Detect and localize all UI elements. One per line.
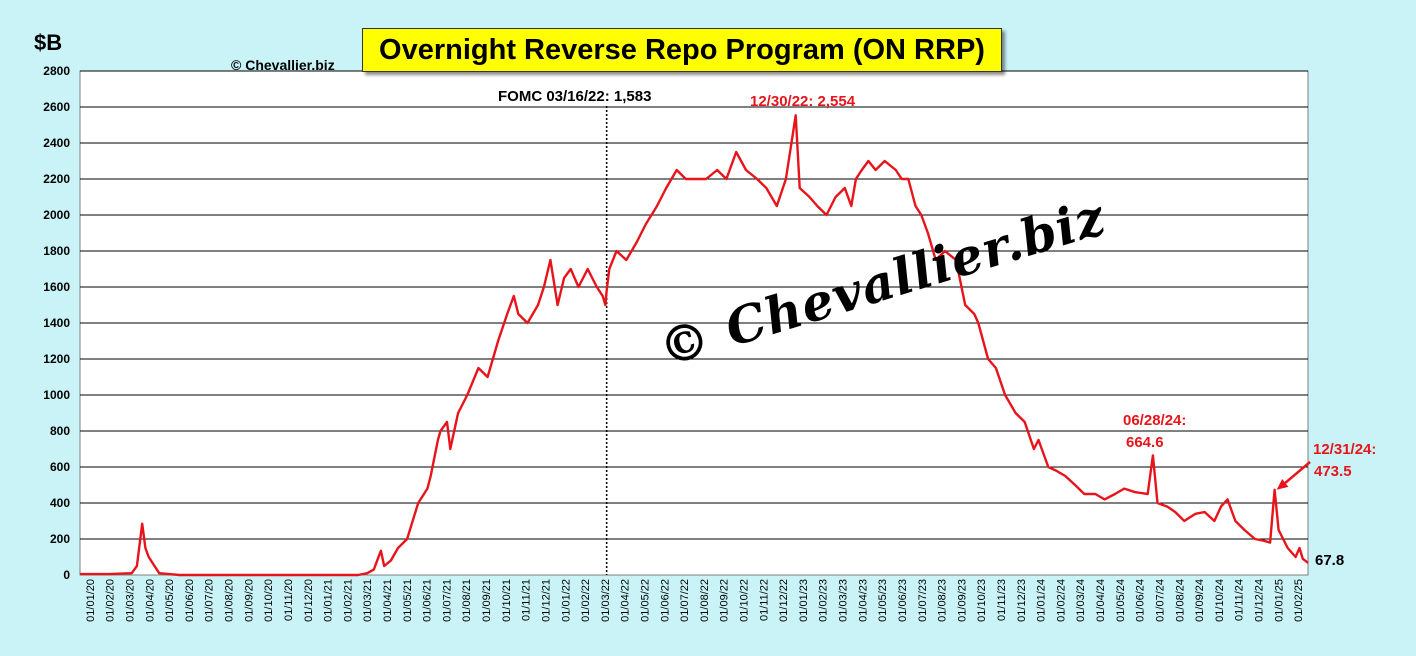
annotation-last-value: 67.8 (1315, 552, 1345, 569)
x-tick-label: 01/12/20 (303, 579, 315, 622)
x-tick-label: 01/04/22 (620, 579, 632, 622)
y-tick-label: 2200 (43, 172, 70, 186)
x-tick-label: 01/08/20 (224, 579, 236, 622)
x-tick-label: 01/09/20 (243, 579, 255, 622)
series-line-on-rrp (80, 114, 1309, 577)
y-tick-label: 2800 (43, 64, 70, 78)
x-tick-label: 01/05/20 (164, 579, 176, 622)
x-tick-label: 01/11/22 (758, 579, 770, 621)
x-tick-label: 01/07/24 (1154, 579, 1166, 622)
x-tick-label: 01/11/20 (283, 579, 295, 621)
x-tick-label: 01/06/24 (1135, 579, 1147, 622)
x-tick-label: 01/12/21 (540, 579, 552, 622)
x-tick-label: 01/02/20 (105, 579, 117, 622)
x-tick-label: 01/10/23 (976, 579, 988, 622)
annotation-dec24-date: 12/31/24: (1313, 441, 1377, 458)
x-tick-label: 01/03/20 (125, 579, 137, 622)
x-tick-label: 01/08/22 (699, 579, 711, 622)
x-tick-label: 01/03/24 (1075, 579, 1087, 622)
x-tick-label: 01/09/23 (956, 579, 968, 622)
y-axis-ticks: 0 200 400 600 800 1000 1200 1400 1600 1800 2000 220… (43, 64, 70, 582)
y-tick-label: 600 (50, 460, 70, 474)
x-tick-label: 01/06/20 (184, 579, 196, 622)
x-tick-label: 01/01/24 (1036, 579, 1048, 622)
y-tick-label: 0 (63, 568, 70, 582)
y-tick-label: 2000 (43, 208, 70, 222)
x-tick-label: 01/06/23 (897, 579, 909, 622)
chart-title: Overnight Reverse Repo Program (ON RRP) (362, 28, 1002, 72)
x-tick-label: 01/04/23 (857, 579, 869, 622)
annotation-peak: 12/30/22: 2,554 (750, 93, 856, 110)
x-tick-label: 01/10/22 (739, 579, 751, 622)
x-tick-label: 01/05/22 (639, 579, 651, 622)
y-tick-label: 200 (50, 532, 70, 546)
x-tick-label: 01/02/25 (1293, 579, 1305, 622)
x-tick-label: 01/01/25 (1273, 579, 1285, 622)
y-tick-label: 1000 (43, 388, 70, 402)
annotation-jun24-value: 664.6 (1126, 434, 1164, 451)
x-tick-label: 01/01/21 (323, 579, 335, 622)
x-tick-label: 01/09/22 (719, 579, 731, 622)
x-tick-label: 01/08/21 (461, 579, 473, 622)
y-tick-label: 400 (50, 496, 70, 510)
x-tick-label: 01/12/23 (1016, 579, 1028, 622)
x-tick-label: 01/09/21 (481, 579, 493, 622)
y-tick-label: 800 (50, 424, 70, 438)
x-tick-label: 01/05/24 (1115, 579, 1127, 622)
x-tick-label: 01/01/20 (85, 579, 97, 622)
x-tick-label: 01/02/21 (342, 579, 354, 622)
x-tick-label: 01/04/21 (382, 579, 394, 622)
x-tick-label: 01/11/23 (996, 579, 1008, 621)
x-tick-label: 01/05/21 (402, 579, 414, 622)
x-tick-label: 01/04/20 (144, 579, 156, 622)
arrow-dec24 (1279, 461, 1311, 488)
y-tick-label: 1200 (43, 352, 70, 366)
x-tick-label: 01/07/21 (441, 579, 453, 622)
y-tick-label: 2600 (43, 100, 70, 114)
annotation-fomc: FOMC 03/16/22: 1,583 (498, 88, 652, 105)
x-tick-label: 01/11/21 (521, 579, 533, 621)
x-tick-label: 01/12/22 (778, 579, 790, 622)
x-tick-label: 01/06/22 (659, 579, 671, 622)
x-tick-label: 01/07/22 (679, 579, 691, 622)
y-tick-label: 2400 (43, 136, 70, 150)
annotation-dec24-value: 473.5 (1314, 463, 1352, 480)
x-tick-label: 01/01/23 (798, 579, 810, 622)
x-tick-label: 01/03/22 (600, 579, 612, 622)
x-axis-ticks: 01/01/20 01/02/20 01/03/20 01/04/20 01/05/20… (85, 579, 1305, 622)
x-tick-label: 01/10/21 (501, 579, 513, 622)
x-tick-label: 01/11/24 (1234, 579, 1246, 621)
x-tick-label: 01/01/22 (560, 579, 572, 622)
x-tick-label: 01/03/23 (838, 579, 850, 622)
x-tick-label: 01/05/23 (877, 579, 889, 622)
chart-title-text: Overnight Reverse Repo Program (ON RRP) (379, 33, 985, 66)
x-tick-label: 01/02/22 (580, 579, 592, 622)
x-tick-label: 01/08/24 (1174, 579, 1186, 622)
x-tick-label: 01/09/24 (1194, 579, 1206, 622)
y-tick-label: 1400 (43, 316, 70, 330)
y-tick-label: 1800 (43, 244, 70, 258)
x-tick-label: 01/02/23 (818, 579, 830, 622)
y-axis-label: $B (34, 30, 63, 55)
x-tick-label: 01/06/21 (422, 579, 434, 622)
x-tick-label: 01/10/24 (1214, 579, 1226, 622)
annotation-jun24-date: 06/28/24: (1123, 412, 1187, 429)
x-tick-label: 01/07/20 (204, 579, 216, 622)
x-tick-label: 01/04/24 (1095, 579, 1107, 622)
x-tick-label: 01/10/20 (263, 579, 275, 622)
x-tick-label: 01/12/24 (1253, 579, 1265, 622)
x-tick-label: 01/08/23 (937, 579, 949, 622)
arrow-head-dec24 (1276, 479, 1289, 490)
x-tick-label: 01/03/21 (362, 579, 374, 622)
y-tick-label: 1600 (43, 280, 70, 294)
copyright-text: © Chevallier.biz (231, 57, 335, 73)
x-tick-label: 01/07/23 (917, 579, 929, 622)
gridlines (80, 70, 1308, 540)
x-tick-label: 01/02/24 (1055, 579, 1067, 622)
